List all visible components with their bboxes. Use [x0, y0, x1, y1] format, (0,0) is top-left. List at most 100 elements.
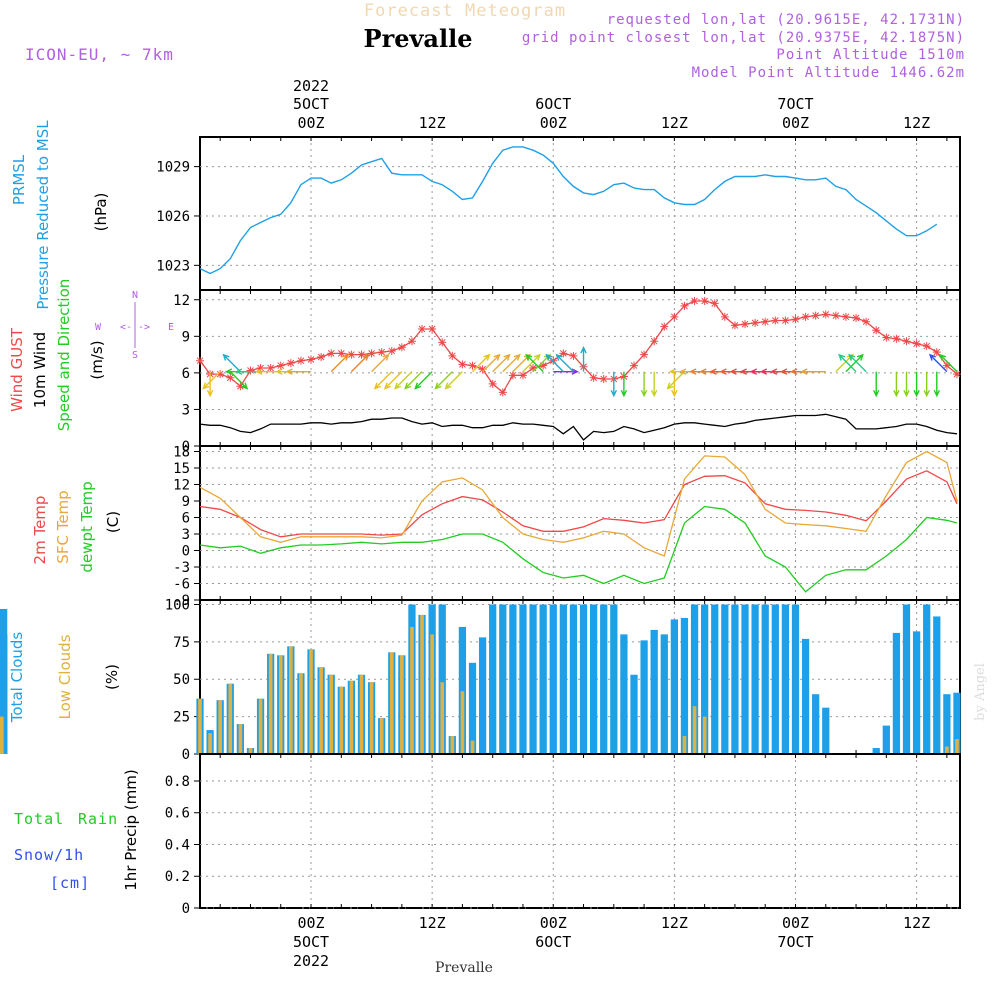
pressure-panel: 1023 1026 1029 — [156, 136, 961, 291]
point-altitude: Point Altitude 1510m — [776, 47, 965, 63]
wind-arrow — [620, 371, 628, 398]
wind-ytick-label: 9 — [182, 329, 190, 345]
low-cloud-bar — [329, 674, 334, 754]
precipitation-ytick-label: 0.6 — [165, 806, 190, 822]
gust-marker — [821, 310, 830, 319]
wind-arrow — [923, 371, 930, 398]
pressure-ytick-label: 1023 — [156, 258, 190, 274]
low-cloud-bar — [349, 680, 354, 754]
gust-marker — [397, 343, 406, 352]
gust-marker — [751, 318, 760, 327]
total-cloud-bar — [731, 604, 739, 754]
gust-marker — [640, 350, 649, 359]
wind-arrow — [373, 371, 393, 390]
gust-marker — [569, 351, 578, 360]
wind-arrow — [330, 353, 350, 373]
low-cloud-bar — [218, 700, 223, 754]
low-cloud-bar — [945, 746, 949, 754]
gust-marker — [730, 321, 739, 330]
temperature-labels: 2m Temp SFC Temp dewpt Temp (C) — [31, 481, 122, 572]
total-cloud-bar — [741, 604, 749, 754]
gust-marker — [478, 365, 487, 374]
gust-marker — [690, 296, 699, 305]
wind-arrow — [472, 353, 491, 373]
total-cloud-bar — [690, 604, 699, 754]
total-cloud-bar — [781, 604, 790, 754]
precipitation-ytick-label: 0.2 — [165, 869, 190, 885]
wind-label-gust: Wind GUST — [8, 327, 26, 412]
pressure-ytick-label: 1026 — [156, 209, 190, 225]
low-cloud-bar — [379, 718, 384, 754]
precip-labels: Total Rain Snow/1h [cm] 1hr Precip (mm) — [14, 769, 140, 892]
gust-marker — [226, 373, 235, 382]
temp-label-dew: dewpt Temp — [78, 481, 96, 572]
wind-ytick-label: 3 — [182, 402, 190, 418]
precipitation-frame — [199, 753, 961, 909]
clouds-ytick-label: 50 — [173, 672, 190, 688]
top-tick-label: 12Z — [903, 114, 930, 132]
total-cloud-bar — [489, 604, 497, 754]
gust-marker — [710, 299, 719, 308]
wind-panel: 0 3 6 9 12 — [173, 290, 961, 455]
wind-arrow — [414, 371, 433, 390]
wind-arrow — [553, 368, 579, 375]
wind-arrow — [928, 353, 948, 373]
place-name: Prevalle — [364, 24, 473, 53]
pressure-line — [199, 146, 938, 275]
wind-arrow — [222, 353, 241, 373]
gust-marker — [296, 356, 305, 365]
total-cloud-bar — [791, 604, 800, 754]
low-cloud-bar — [289, 646, 293, 754]
gust-marker — [266, 364, 275, 372]
wind-unit: (m/s) — [88, 340, 106, 379]
total-cloud-bar — [872, 748, 880, 754]
temperature-ytick-label: 12 — [173, 478, 190, 494]
top-tick-label: 6OCT — [535, 95, 571, 113]
wind-arrow — [371, 353, 390, 373]
total-cloud-bar — [680, 617, 689, 754]
requested-coords: requested lon,lat (20.9615E, 42.1731N) — [607, 12, 965, 28]
gust-marker — [852, 314, 861, 323]
total-cloud-bar — [468, 662, 477, 754]
wind-arrow — [350, 353, 370, 373]
precipitation-ytick-label: 0.8 — [165, 774, 190, 790]
low-cloud-bar — [682, 736, 687, 754]
total-cloud-bar — [610, 604, 618, 754]
total-cloud-bar — [892, 632, 901, 754]
gust-marker — [599, 374, 608, 383]
total-cloud-bar — [882, 725, 890, 754]
gust-marker — [952, 370, 961, 379]
gust-marker — [529, 364, 538, 372]
gust-marker — [377, 348, 386, 357]
gust-marker — [418, 325, 427, 333]
low-cloud-bar — [258, 698, 263, 754]
gust-marker — [771, 316, 780, 325]
wind-arrow — [666, 371, 685, 390]
gust-marker — [791, 315, 800, 324]
gust-marker — [741, 320, 750, 329]
compass-s: S — [132, 350, 138, 361]
gust-marker — [831, 311, 840, 320]
pressure-label-desc: Pressure Reduced to MSL — [34, 120, 52, 310]
total-cloud-bar — [589, 604, 598, 754]
low-cloud-bar — [955, 739, 959, 754]
gust-marker — [559, 349, 568, 358]
total-cloud-bar — [812, 694, 820, 754]
temperature-ytick-label: 6 — [182, 511, 190, 527]
low-cloud-bar — [400, 655, 404, 754]
gust-marker — [276, 361, 285, 370]
total-cloud-bar — [701, 604, 709, 754]
precip-label-total: Total — [14, 810, 64, 828]
wind-arrow — [482, 353, 501, 373]
wind-arrow — [545, 353, 564, 373]
total-cloud-bar — [660, 634, 668, 754]
low-cloud-bar — [309, 649, 313, 754]
top-tick-label: 00Z — [782, 114, 809, 132]
bottom-tick-label: 12Z — [661, 914, 688, 932]
total-cloud-bar — [902, 604, 911, 754]
bottom-tick-label: 12Z — [419, 914, 446, 932]
wind-arrow — [848, 353, 867, 373]
total-cloud-bar — [438, 604, 446, 754]
